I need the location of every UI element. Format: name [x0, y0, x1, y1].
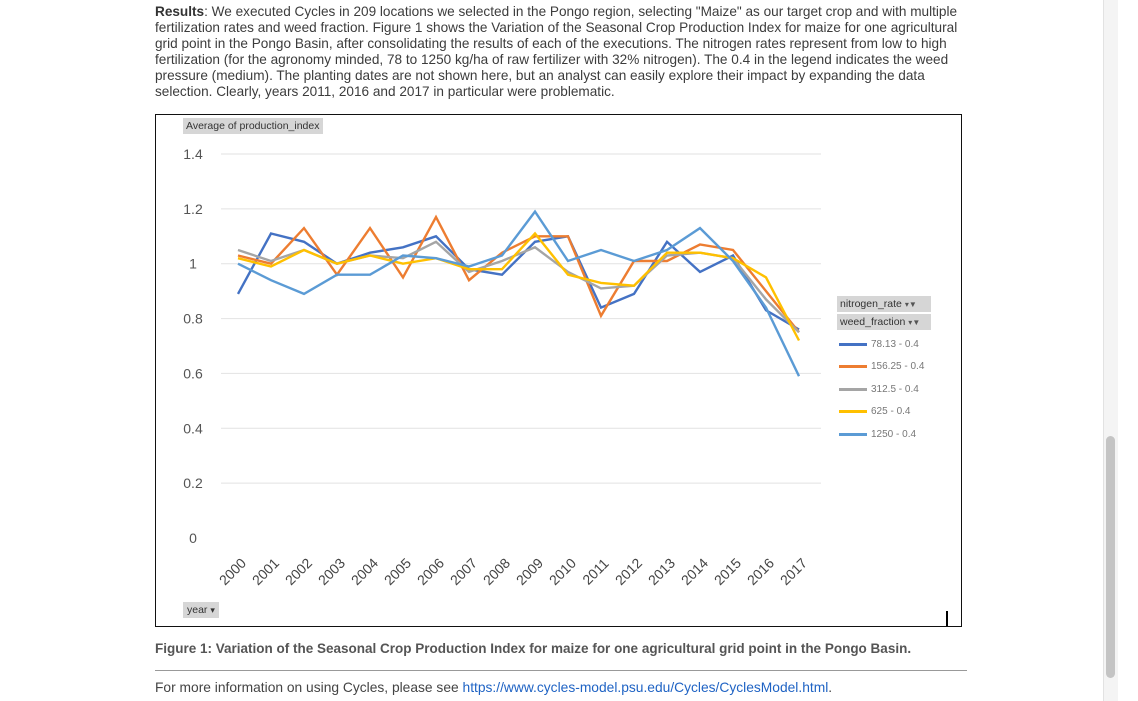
x-tick-label: 2015	[711, 555, 744, 588]
x-tick-label: 2013	[645, 555, 678, 588]
x-tick-label: 2005	[381, 555, 414, 588]
y-tick-label: 1.4	[183, 146, 203, 162]
legend-field-label: weed_fraction	[840, 316, 906, 328]
legend-entry: 312.5 - 0.4	[839, 378, 924, 401]
chart-legend: 78.13 - 0.4 156.25 - 0.4 312.5 - 0.4 625 - …	[839, 333, 924, 446]
value-field-button[interactable]: Average of production_index	[183, 118, 323, 134]
year-field-label: year	[187, 604, 208, 616]
x-tick-label: 2000	[216, 555, 249, 588]
y-tick-label: 0.4	[183, 420, 203, 436]
filter-icon: ▾▼	[904, 300, 917, 309]
x-tick-label: 2008	[480, 555, 513, 588]
x-tick-label: 2004	[348, 555, 381, 588]
legend-field-nitrogen-rate[interactable]: nitrogen_rate ▾▼	[837, 296, 931, 312]
y-tick-label: 0.6	[183, 365, 203, 381]
legend-swatch	[839, 432, 867, 436]
value-field-label: Average of production_index	[186, 120, 320, 132]
divider	[155, 670, 967, 671]
legend-entry: 625 - 0.4	[839, 401, 924, 424]
y-tick-label: 0.8	[183, 311, 203, 327]
x-tick-label: 2003	[315, 555, 348, 588]
legend-swatch	[839, 387, 867, 391]
x-tick-label: 2014	[678, 555, 711, 588]
legend-swatch	[839, 342, 867, 346]
series-line	[237, 209, 801, 377]
results-text: : We executed Cycles in 209 locations we…	[155, 4, 958, 99]
dropdown-arrow-icon: ▾	[210, 605, 215, 615]
legend-swatch	[839, 410, 867, 414]
series-line	[236, 232, 800, 331]
legend-label: 312.5 - 0.4	[871, 383, 919, 395]
pivot-chart: 0 0.2 0.4 0.6 0.8 1 1.2 1.4 2000 2001 2002 2003 2004…	[155, 114, 962, 627]
y-tick-label: 1.2	[183, 201, 203, 217]
series-line	[237, 214, 800, 334]
x-tick-label: 2007	[447, 555, 480, 588]
legend-entry: 156.25 - 0.4	[839, 356, 924, 379]
filter-icon: ▾▼	[908, 318, 921, 327]
legend-label: 78.13 - 0.4	[871, 338, 919, 350]
legend-field-weed-fraction[interactable]: weed_fraction ▾▼	[837, 314, 931, 330]
legend-entry: 1250 - 0.4	[839, 423, 924, 446]
x-tick-label: 2017	[777, 555, 810, 588]
legend-label: 1250 - 0.4	[871, 428, 917, 440]
year-field-button[interactable]: year ▾	[183, 602, 219, 618]
cycles-model-link[interactable]: https://www.cycles-model.psu.edu/Cycles/…	[462, 680, 829, 695]
legend-field-label: nitrogen_rate	[840, 298, 902, 310]
results-paragraph: Results: We executed Cycles in 209 locat…	[155, 4, 970, 100]
x-tick-label: 2016	[744, 555, 777, 588]
x-tick-label: 2002	[282, 555, 315, 588]
legend-label: 625 - 0.4	[871, 406, 911, 418]
series-line	[237, 231, 801, 342]
figure-caption: Figure 1: Variation of the Seasonal Crop…	[155, 641, 912, 656]
legend-entry: 78.13 - 0.4	[839, 333, 924, 356]
y-tick-label: 0	[189, 530, 197, 546]
results-lead: Results	[155, 4, 205, 19]
scrollbar-thumb[interactable]	[1106, 436, 1115, 678]
y-tick-label: 0.2	[183, 475, 203, 491]
x-tick-label: 2010	[546, 555, 579, 588]
legend-label: 156.25 - 0.4	[871, 361, 925, 373]
more-info-suffix: .	[828, 680, 833, 695]
x-tick-label: 2009	[513, 555, 546, 588]
y-tick-label: 1	[189, 256, 197, 272]
more-info-text: For more information on using Cycles, pl…	[155, 680, 463, 695]
x-tick-label: 2011	[579, 555, 612, 588]
x-tick-label: 2006	[414, 555, 447, 588]
text-cursor-icon	[946, 611, 948, 626]
more-info-line: For more information on using Cycles, pl…	[155, 680, 832, 695]
x-tick-label: 2012	[612, 555, 645, 588]
legend-swatch	[839, 365, 867, 369]
x-tick-label: 2001	[249, 555, 282, 588]
chart-plot-area: 0 0.2 0.4 0.6 0.8 1 1.2 1.4 2000 2001 2002 2003 2004…	[183, 146, 821, 588]
